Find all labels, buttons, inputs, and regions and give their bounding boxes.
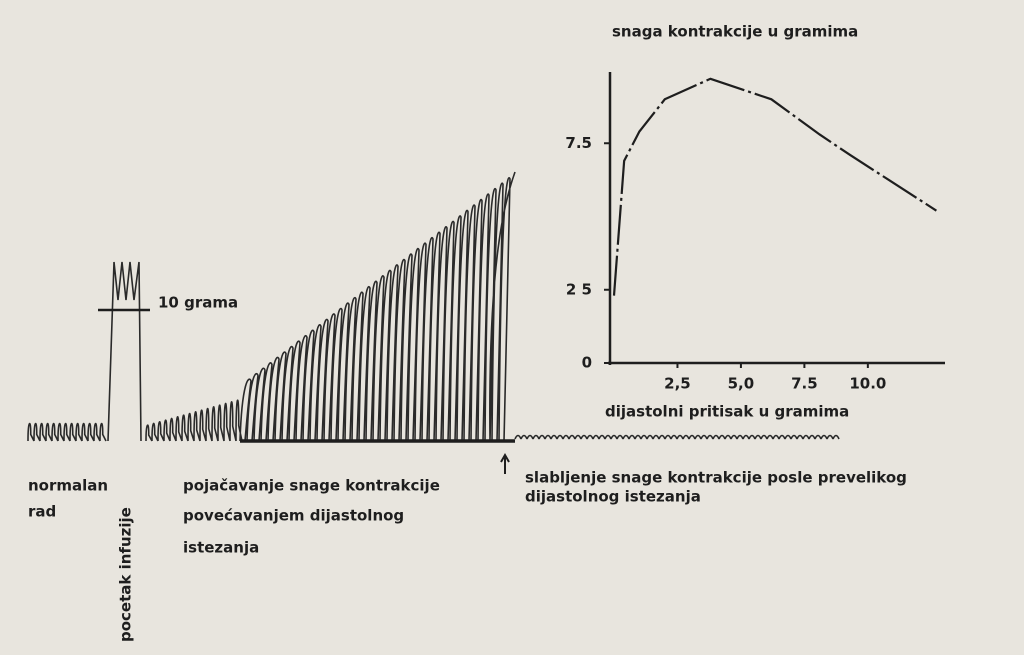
tracing: [27, 171, 840, 442]
label: pocetak infuzije: [117, 507, 135, 642]
y-tick-label: 7.5: [565, 134, 592, 152]
x-tick-label: 10.0: [849, 375, 886, 393]
label: slabljenje snage kontrakcije posle preve…: [525, 469, 907, 487]
label: rad: [28, 503, 56, 521]
label: povećavanjem dijastolnog: [183, 507, 404, 525]
x-tick-label: 7.5: [791, 375, 818, 393]
arrow: [500, 452, 510, 474]
label: dijastolnog istezanja: [525, 488, 701, 506]
label: normalan: [28, 477, 108, 495]
label: istezanja: [183, 539, 259, 557]
chart-title: snaga kontrakcije u gramima: [612, 23, 858, 41]
label: pojačavanje snage kontrakcije: [183, 477, 440, 495]
scale-label: 10 grama: [158, 294, 238, 312]
x-tick-label: 2,5: [664, 375, 691, 393]
y-tick-label: 0: [582, 354, 592, 372]
x-axis-label: dijastolni pritisak u gramima: [605, 403, 849, 421]
y-tick-label: 2 5: [566, 280, 592, 298]
x-tick-label: 5,0: [728, 375, 755, 393]
trace: [27, 171, 840, 442]
data-line: [612, 77, 937, 296]
inset-chart: 0 2 5 7.5 2,5 5,0 7.5 10.0: [565, 77, 937, 393]
